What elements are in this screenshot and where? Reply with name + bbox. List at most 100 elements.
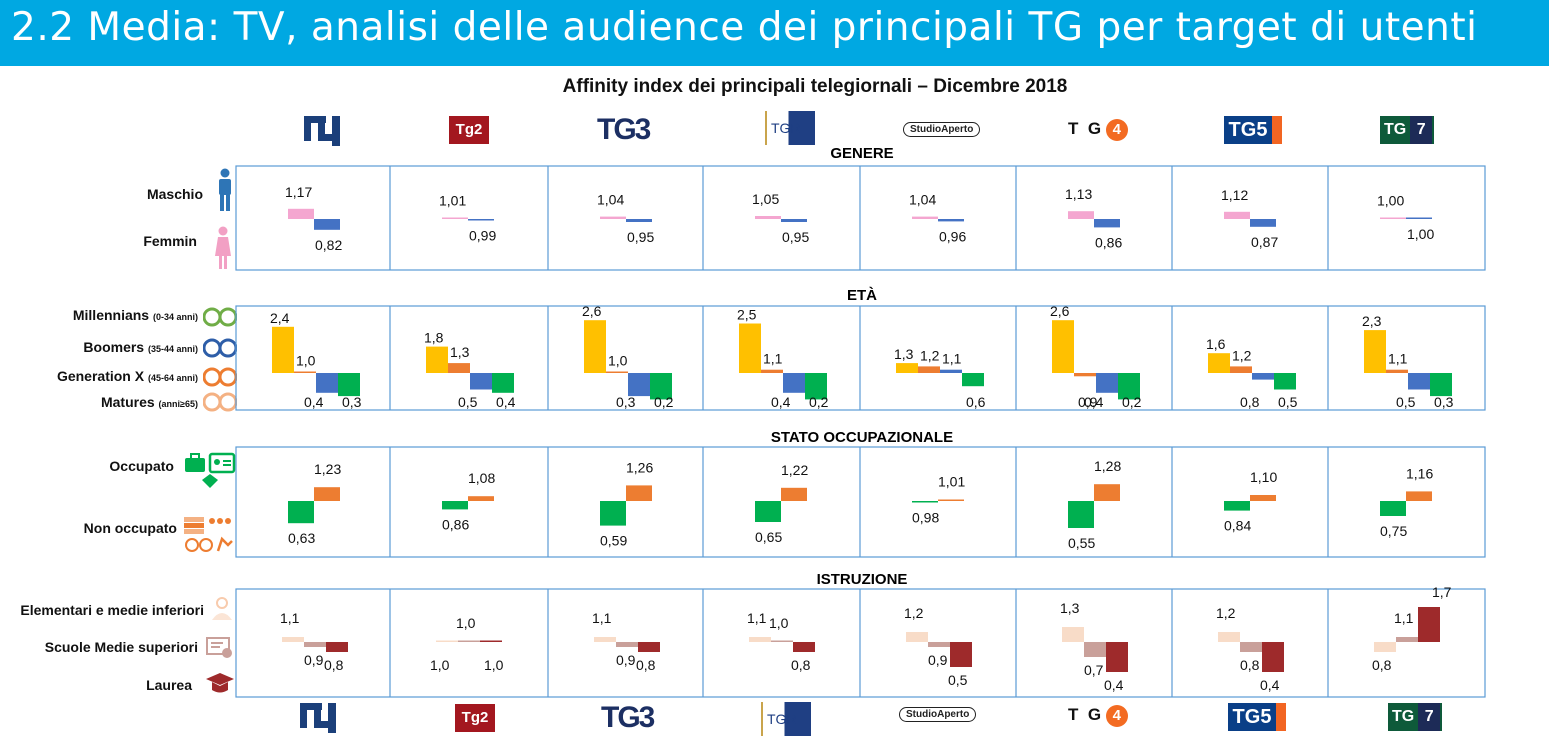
genx-value-label: 0,4 — [1084, 394, 1104, 410]
occupato-value-label: 1,01 — [938, 474, 965, 490]
section-title-istruzione: ISTRUZIONE — [816, 571, 908, 588]
laurea-bar — [1262, 642, 1284, 672]
elementari-value-label: 1,3 — [1060, 600, 1080, 616]
genx-bar — [316, 373, 338, 393]
laurea-bar — [950, 642, 972, 667]
laurea-bar — [638, 642, 660, 652]
millennians-value-label: 2,6 — [1050, 303, 1070, 319]
matures-value-label: 0,4 — [496, 394, 516, 410]
femmina-bar — [1094, 219, 1120, 228]
boomers-bar — [1074, 373, 1096, 377]
elementari-bar — [749, 637, 771, 642]
occupato-bar — [314, 487, 340, 501]
millennians-bar — [584, 320, 606, 373]
tg4-logo-g: G — [1087, 119, 1102, 138]
non-occupato-bar — [1380, 501, 1406, 516]
matures-bar — [1430, 373, 1452, 397]
non-occupato-bar — [442, 501, 468, 510]
genx-bar — [1096, 373, 1118, 393]
page-title: 2.2 Media: TV, analisi delle audience de… — [11, 5, 1478, 50]
femmina-value-label: 0,95 — [782, 229, 809, 245]
section-title-genere: GENERE — [830, 145, 894, 162]
tgla7-logo-bottom: TG 7 — [1388, 703, 1442, 731]
elementari-value-label: 1,1 — [280, 610, 300, 626]
femmina-bar — [468, 219, 494, 221]
laurea-value-label: 1,0 — [484, 657, 504, 673]
occupato-bar — [781, 487, 807, 501]
millennians-bar — [426, 346, 448, 373]
millennians-bar — [1208, 353, 1230, 373]
genx-bar — [783, 373, 805, 393]
laurea-bar — [326, 642, 348, 652]
laurea-bar — [480, 640, 502, 642]
matures-value-label: 0,2 — [654, 394, 674, 410]
elementari-bar — [594, 637, 616, 642]
header-bar: 2.2 Media: TV, analisi delle audience de… — [0, 0, 1549, 66]
femmina-value-label: 1,00 — [1407, 226, 1434, 242]
matures-bar — [962, 373, 984, 387]
superiori-bar — [1084, 642, 1106, 657]
tg5-logo: TG5 — [1224, 116, 1282, 144]
matures-value-label: 0,3 — [342, 394, 362, 410]
superiori-value-label: 0,9 — [928, 652, 948, 668]
matures-value-label: 0,5 — [1278, 394, 1298, 410]
genx-bar — [628, 373, 650, 397]
label-millennians-text: Millennians — [72, 307, 150, 323]
tg3-logo-bottom: TG3 — [601, 701, 655, 734]
boomers-bar — [294, 371, 316, 373]
tg4-logo: T G 4 — [1068, 119, 1128, 141]
superiori-bar — [771, 640, 793, 642]
boomers-bar — [761, 369, 783, 373]
label-non-occupato: Non occupato — [83, 520, 177, 536]
non-occupato-bar — [912, 501, 938, 503]
superiori-value-label: 1,0 — [769, 615, 789, 631]
matures-value-label: 0,2 — [1122, 394, 1142, 410]
occupato-value-label: 1,16 — [1406, 465, 1433, 481]
non-occupato-bar — [755, 501, 781, 522]
non-occupato-value-label: 0,98 — [912, 510, 939, 526]
femmina-value-label: 0,87 — [1251, 234, 1278, 250]
maschio-bar — [1224, 211, 1250, 219]
tgr-logo: TGR — [765, 111, 815, 145]
genx-value-label: 0,5 — [458, 394, 478, 410]
maschio-bar — [755, 216, 781, 219]
genx-value-label: 0,3 — [616, 394, 636, 410]
elementari-value-label: 0,8 — [1372, 657, 1392, 673]
occupato-value-label: 1,08 — [468, 470, 495, 486]
elementari-value-label: 1,0 — [430, 657, 450, 673]
superiori-value-label: 0,7 — [1084, 662, 1104, 678]
matures-value-label: 0,3 — [1434, 394, 1454, 410]
superiori-bar — [304, 642, 326, 647]
elementari-value-label: 1,1 — [592, 610, 612, 626]
millennians-bar — [1052, 320, 1074, 373]
non-occupato-value-label: 0,65 — [755, 529, 782, 545]
boomers-value-label: 1,1 — [763, 351, 783, 367]
occupato-bar — [468, 496, 494, 501]
non-occupato-bar — [1068, 501, 1094, 528]
non-occupato-bar — [600, 501, 626, 526]
boomers-bar — [448, 363, 470, 373]
millennians-value-label: 2,6 — [582, 303, 602, 319]
genx-value-label: 0,8 — [1240, 394, 1260, 410]
millennians-bar — [739, 323, 761, 373]
tgla7-logo-tg: TG — [1384, 121, 1407, 138]
maschio-value-label: 1,13 — [1065, 186, 1092, 202]
superiori-bar — [458, 640, 480, 642]
millennians-value-label: 1,8 — [424, 330, 444, 346]
genx-bar — [940, 369, 962, 373]
elementari-bar — [1062, 627, 1084, 642]
femmina-value-label: 0,86 — [1095, 234, 1122, 250]
millennians-bar — [896, 363, 918, 373]
elementari-value-label: 1,1 — [747, 610, 767, 626]
boomers-bar — [1386, 369, 1408, 373]
laurea-value-label: 0,8 — [791, 657, 811, 673]
femmina-value-label: 0,82 — [315, 237, 342, 253]
millennians-value-label: 1,3 — [894, 346, 914, 362]
femmina-bar — [626, 219, 652, 222]
maschio-bar — [288, 208, 314, 219]
studioaperto-logo-bottom: StudioAperto — [899, 707, 977, 722]
non-occupato-value-label: 0,84 — [1224, 518, 1251, 534]
elementari-value-label: 1,2 — [1216, 605, 1236, 621]
boomers-value-label: 0,9 — [1078, 394, 1098, 410]
femmina-bar — [1406, 217, 1432, 219]
